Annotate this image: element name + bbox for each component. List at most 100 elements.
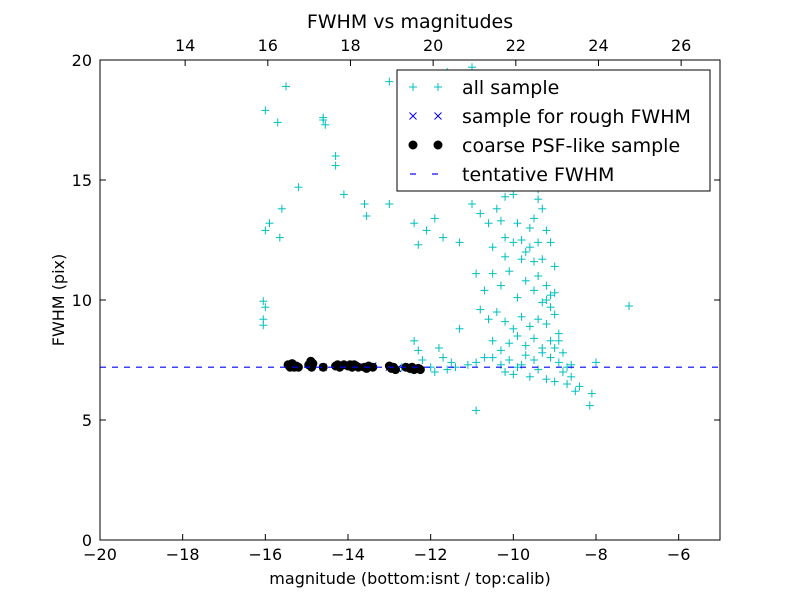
legend: all sample sample for rough FWHM coarse PS…: [396, 69, 711, 192]
y-tick-label: 5: [82, 411, 92, 430]
data-point: [517, 236, 526, 244]
data-point: [509, 190, 518, 199]
data-point: [558, 348, 567, 357]
data-point: [422, 226, 431, 235]
data-point: [472, 269, 481, 278]
data-point: [546, 291, 555, 300]
data-point: [530, 257, 538, 266]
data-point: [513, 332, 522, 340]
data-point: [575, 382, 584, 391]
data-point: [530, 334, 538, 343]
data-point: [439, 353, 448, 362]
legend-entry: tentative FWHM: [410, 164, 614, 186]
data-point: [554, 336, 563, 345]
data-point: [273, 118, 282, 127]
data-point: [530, 214, 538, 223]
data-point: [488, 336, 497, 345]
data-point: [488, 243, 497, 252]
data-point: [542, 320, 551, 328]
data-point: [513, 293, 522, 302]
data-point: [410, 219, 419, 228]
legend-label: all sample: [462, 77, 559, 99]
data-point: [434, 344, 443, 352]
legend-swatch: [433, 140, 443, 150]
data-point: [385, 77, 394, 86]
data-point: [538, 348, 547, 357]
data-point: [277, 204, 286, 213]
data-point: [534, 195, 543, 204]
data-point: [521, 248, 530, 256]
data-point: [319, 113, 328, 122]
data-point: [585, 401, 594, 410]
x-tick-label: −16: [248, 545, 282, 564]
top-tick-label: 16: [258, 36, 278, 55]
y-tick-label: 20: [72, 51, 92, 70]
data-point: [414, 346, 423, 355]
data-point: [488, 353, 497, 362]
data-point: [534, 272, 543, 280]
axis-ticks: −20 −18 −16 −14 −12 −10 −8 −6 0 5 10 15 20 14 16 18 20 22…: [72, 36, 720, 564]
data-point: [571, 387, 580, 396]
y-axis-label: FWHM (pix): [49, 254, 68, 347]
data-point: [558, 368, 567, 376]
data-point: [542, 281, 551, 290]
data-point: [463, 360, 472, 369]
data-point: [321, 120, 330, 129]
data-point: [563, 380, 572, 388]
legend-entry: sample for rough FWHM: [409, 106, 691, 128]
data-point: [415, 365, 425, 375]
data-point: [521, 276, 530, 285]
data-point: [542, 375, 551, 384]
data-point: [261, 106, 270, 115]
data-point: [447, 358, 456, 367]
data-point: [331, 152, 340, 160]
data-point: [509, 324, 518, 333]
legend-swatch: [434, 83, 442, 91]
data-point: [546, 238, 555, 247]
data-point: [538, 255, 547, 264]
x-tick-label: −6: [667, 545, 691, 564]
data-point: [550, 262, 559, 271]
data-point: [472, 358, 481, 367]
data-point: [484, 315, 493, 324]
data-point: [592, 358, 600, 367]
data-point: [587, 389, 596, 398]
data-point: [385, 200, 394, 208]
data-point: [525, 243, 534, 252]
data-point: [492, 308, 501, 316]
top-tick-label: 20: [423, 36, 443, 55]
data-point: [517, 312, 526, 321]
data-point: [455, 238, 464, 247]
data-point: [505, 356, 514, 364]
data-point: [554, 358, 563, 367]
data-point: [261, 303, 270, 312]
data-point: [530, 286, 538, 295]
data-point: [414, 240, 423, 249]
data-point: [480, 286, 489, 295]
data-point: [259, 297, 268, 306]
data-point: [430, 368, 439, 376]
data-point: [534, 238, 543, 247]
data-point: [480, 353, 489, 362]
data-point: [554, 329, 563, 338]
data-point: [550, 288, 559, 297]
legend-entry: all sample: [409, 77, 559, 99]
y-tick-label: 0: [82, 531, 92, 550]
data-point: [501, 252, 510, 261]
data-point: [521, 341, 530, 350]
data-point: [488, 269, 497, 278]
data-point: [496, 281, 505, 290]
top-tick-label: 22: [506, 36, 526, 55]
data-point: [625, 302, 634, 310]
data-point: [534, 315, 543, 324]
data-point: [294, 183, 303, 192]
data-point: [362, 212, 371, 220]
x-tick-label: −12: [414, 545, 448, 564]
legend-entry: coarse PSF-like sample: [408, 135, 680, 157]
data-point: [525, 224, 534, 232]
data-point: [492, 204, 501, 213]
data-point: [538, 204, 547, 213]
x-tick-label: −8: [584, 545, 608, 564]
data-point: [443, 365, 452, 374]
